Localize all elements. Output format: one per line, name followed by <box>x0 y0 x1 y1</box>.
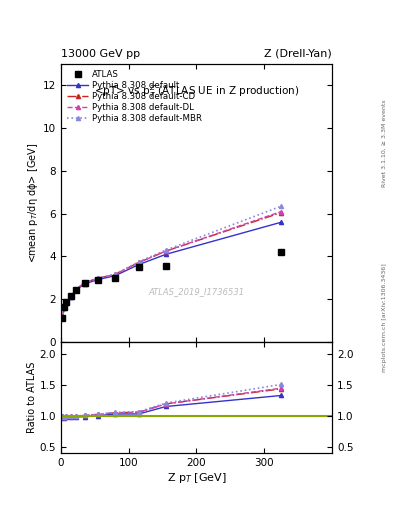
Text: Rivet 3.1.10, ≥ 3.3M events: Rivet 3.1.10, ≥ 3.3M events <box>382 99 387 187</box>
Text: <pT> vs p$_T^Z$ (ATLAS UE in Z production): <pT> vs p$_T^Z$ (ATLAS UE in Z productio… <box>94 83 299 100</box>
Text: Z (Drell-Yan): Z (Drell-Yan) <box>264 49 332 59</box>
Text: ATLAS_2019_I1736531: ATLAS_2019_I1736531 <box>149 287 244 296</box>
X-axis label: Z p$_{T}$ [GeV]: Z p$_{T}$ [GeV] <box>167 471 226 485</box>
Text: mcplots.cern.ch [arXiv:1306.3436]: mcplots.cern.ch [arXiv:1306.3436] <box>382 263 387 372</box>
Y-axis label: Ratio to ATLAS: Ratio to ATLAS <box>27 362 37 433</box>
Y-axis label: <mean p$_{T}$/dη dϕ> [GeV]: <mean p$_{T}$/dη dϕ> [GeV] <box>26 143 40 263</box>
Legend: ATLAS, Pythia 8.308 default, Pythia 8.308 default-CD, Pythia 8.308 default-DL, P: ATLAS, Pythia 8.308 default, Pythia 8.30… <box>65 68 204 124</box>
Text: 13000 GeV pp: 13000 GeV pp <box>61 49 140 59</box>
